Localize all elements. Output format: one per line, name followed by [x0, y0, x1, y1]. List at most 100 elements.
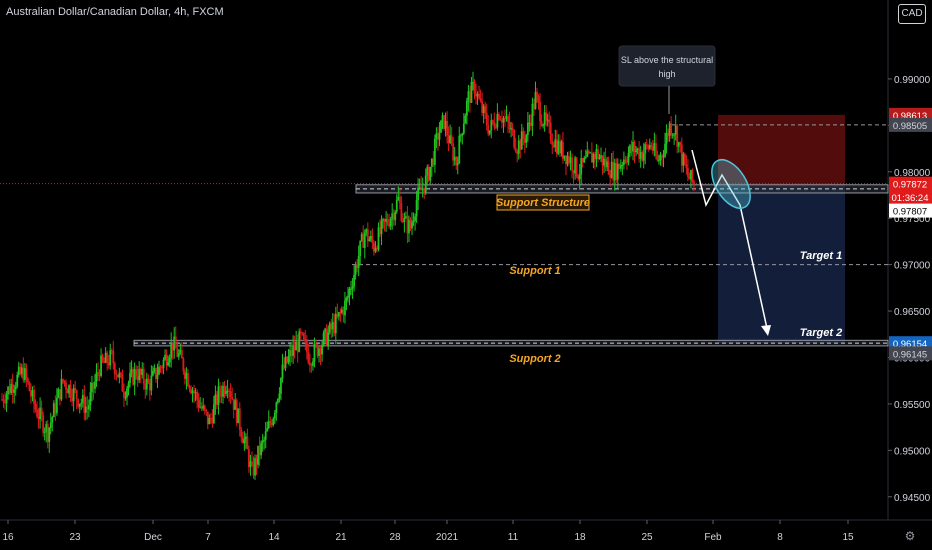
candle-body — [456, 163, 459, 166]
candle-body — [383, 219, 386, 222]
candle-body — [251, 461, 253, 465]
candle-body — [333, 321, 336, 334]
price-tag-label: 0.98613 — [893, 111, 927, 122]
candle-body — [421, 188, 424, 191]
support-structure-label-box — [496, 194, 590, 211]
candle-body — [403, 218, 406, 222]
candle-body — [385, 219, 388, 222]
candle-body — [536, 91, 538, 96]
candle-body — [286, 356, 288, 363]
candle-body — [363, 232, 366, 248]
candle-body — [411, 222, 413, 229]
candle-body — [180, 349, 183, 359]
candle-body — [328, 323, 331, 333]
candle-body — [616, 163, 619, 180]
candle-body — [501, 120, 503, 123]
candle-body — [641, 151, 644, 161]
candle-body — [7, 386, 9, 395]
currency-toggle-button[interactable]: CAD — [898, 4, 926, 24]
candle-body — [345, 297, 348, 301]
candle-body — [629, 145, 631, 154]
candle-body — [552, 144, 555, 148]
candle-body — [459, 135, 462, 137]
candle-body — [651, 146, 654, 151]
candle-body — [687, 167, 689, 177]
candle-body — [228, 390, 231, 392]
candle-body — [438, 132, 441, 140]
candle-body — [647, 145, 650, 149]
candle-body — [77, 399, 80, 407]
candle-body — [638, 148, 641, 159]
candle-body — [118, 372, 121, 378]
candle-body — [654, 143, 657, 157]
candle-body — [691, 170, 694, 182]
candle-body — [144, 383, 147, 390]
candle-body — [667, 132, 669, 136]
candle-body — [354, 264, 357, 275]
candle-body — [292, 345, 295, 356]
candle-body — [455, 156, 458, 166]
candle-body — [482, 106, 485, 114]
candle-body — [168, 357, 171, 363]
price-tag-bg — [889, 203, 932, 218]
candle-body — [540, 121, 543, 126]
candle-body — [336, 313, 339, 317]
candle-body — [27, 378, 29, 383]
candle-body — [34, 404, 37, 410]
candle-body — [272, 418, 275, 426]
candle-body — [139, 368, 142, 375]
candle-body — [81, 395, 84, 403]
price-tag-label: 0.97807 — [893, 207, 927, 218]
price-tick-label: 0.98000 — [894, 168, 931, 179]
candle-body — [656, 156, 659, 161]
candle-body — [10, 384, 13, 394]
candle-body — [202, 405, 205, 409]
candle-body — [615, 163, 618, 180]
candle-body — [156, 374, 159, 379]
candle-body — [597, 149, 599, 160]
candle-body — [533, 103, 535, 109]
candle-body — [380, 220, 383, 235]
candle-body — [63, 380, 66, 383]
candle-body — [362, 234, 365, 248]
candle-body — [208, 417, 211, 425]
candle-body — [14, 386, 17, 390]
candle-body — [87, 405, 90, 410]
candle-body — [470, 82, 473, 103]
position-zones — [718, 114, 845, 344]
price-tag-label: 0.96154 — [893, 339, 927, 350]
candle-body — [217, 386, 220, 405]
candle-body — [607, 161, 610, 175]
candle-body — [66, 389, 69, 394]
price-tag-label: 0.97872 — [893, 180, 927, 191]
time-tick-label: 8 — [777, 532, 783, 543]
candle-body — [424, 175, 427, 193]
candle-body — [91, 382, 93, 393]
candle-body — [155, 368, 157, 379]
candle-body — [458, 135, 461, 164]
candle-body — [331, 321, 334, 330]
candle-body — [504, 118, 506, 120]
candle-body — [216, 394, 218, 405]
time-tick-label: Feb — [704, 532, 722, 543]
candle-body — [322, 332, 325, 346]
candle-body — [52, 403, 55, 418]
candle-body — [496, 114, 499, 128]
candle-body — [301, 333, 304, 335]
candle-body — [450, 135, 453, 144]
candle-body — [219, 386, 221, 395]
candle-body — [584, 157, 587, 159]
price-tag-bg — [889, 176, 932, 191]
candle-body — [583, 157, 586, 163]
candle-body — [601, 155, 604, 166]
settings-icon: ⚙ — [905, 529, 916, 543]
candle-body — [523, 138, 526, 143]
sl-callout-text: high — [658, 69, 675, 79]
price-tag-bg — [889, 189, 932, 204]
candle-body — [668, 123, 671, 136]
candle-body — [627, 153, 630, 163]
candle-body — [226, 390, 229, 392]
candle-body — [618, 163, 621, 169]
candle-body — [159, 366, 162, 368]
